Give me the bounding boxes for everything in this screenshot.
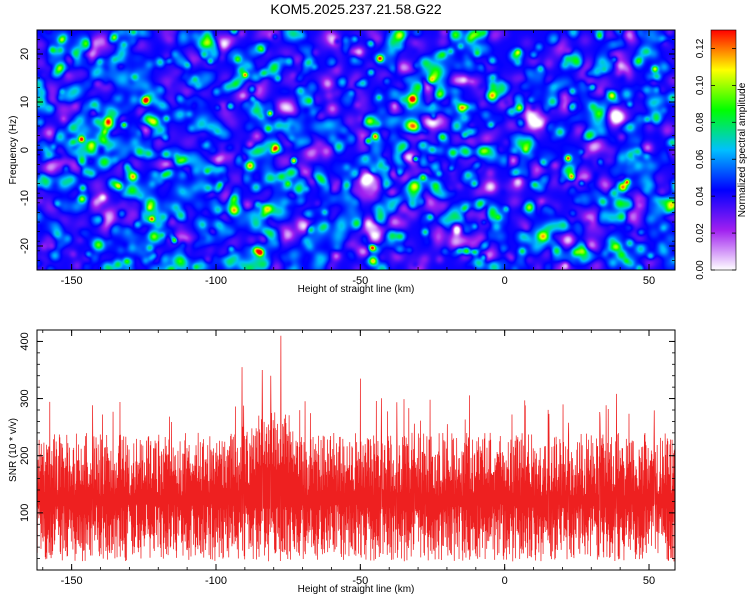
figure-title: KOM5.2025.237.21.58.G22 xyxy=(270,1,441,17)
spectrogram-y-axis-label: Frequency (Hz) xyxy=(8,116,19,185)
spectrogram-x-tick-label: -50 xyxy=(352,275,368,287)
snr-series-line xyxy=(37,335,675,562)
colorbar-tick-label: 0.02 xyxy=(695,223,706,243)
spectrogram-y-tick-label: 10 xyxy=(19,96,31,108)
snr-x-tick-label: 50 xyxy=(643,575,655,587)
snr-x-tick-label: -100 xyxy=(205,575,227,587)
colorbar-tick-label: 0.08 xyxy=(695,112,706,132)
snr-y-tick-label: 400 xyxy=(19,332,31,350)
spectrogram-y-tick-label: 20 xyxy=(19,48,31,60)
spectrogram-x-tick-label: 0 xyxy=(502,275,508,287)
spectrogram-y-tick-label: 0 xyxy=(19,147,31,153)
spectrogram-x-tick-label: 50 xyxy=(643,275,655,287)
snr-y-tick-label: 100 xyxy=(19,504,31,522)
snr-panel: -150 -100 -50 0 50 100 200 300 400 Height of st… xyxy=(8,329,676,595)
spectrogram-y-tick-label: -10 xyxy=(19,190,31,206)
colorbar-tick-label: 0.12 xyxy=(695,38,706,58)
colorbar: 0.00 0.02 0.04 0.06 0.08 0.10 0.12 Normalized … xyxy=(695,29,748,280)
snr-x-axis-label: Height of straight line (km) xyxy=(298,584,415,595)
colorbar-tick-label: 0.04 xyxy=(695,186,706,206)
snr-frame xyxy=(36,329,676,571)
colorbar-label: Normalized spectral amplitude xyxy=(737,82,748,217)
snr-x-tick-label: 0 xyxy=(502,575,508,587)
snr-y-tick-label: 200 xyxy=(19,447,31,465)
snr-x-tick-label: -50 xyxy=(352,575,368,587)
spectrogram-x-axis-label: Height of straight line (km) xyxy=(298,284,415,295)
colorbar-tick-label: 0.10 xyxy=(695,75,706,95)
spectrogram-x-tick-label: -150 xyxy=(61,275,83,287)
spectrogram-y-tick-label: -20 xyxy=(19,238,31,254)
spectrogram-x-tick-label: -100 xyxy=(205,275,227,287)
colorbar-tick-label: 0.00 xyxy=(695,260,706,280)
colorbar-tick-label: 0.06 xyxy=(695,149,706,169)
snr-y-tick-label: 300 xyxy=(19,389,31,407)
colorbar-gradient xyxy=(710,29,737,271)
spectrogram-heatmap xyxy=(37,30,675,270)
snr-x-tick-label: -150 xyxy=(61,575,83,587)
snr-y-axis-label: SNR (10 * v/v) xyxy=(8,418,19,482)
